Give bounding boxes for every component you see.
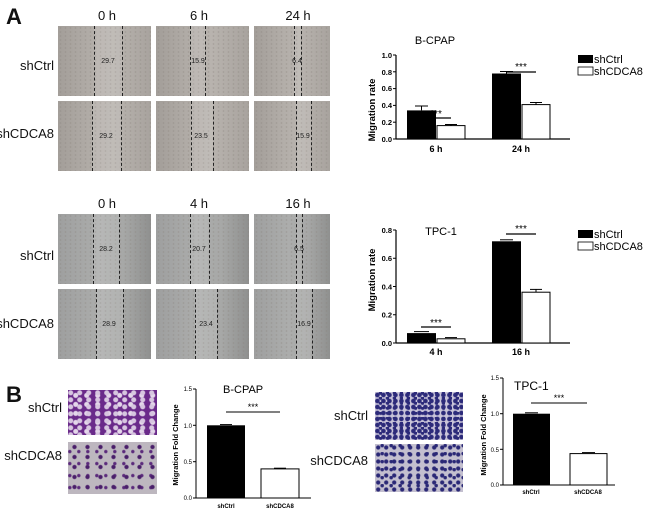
svg-text:0.4: 0.4 bbox=[382, 283, 393, 292]
scratch-image: 15.9 bbox=[156, 26, 249, 96]
time-header: 16 h bbox=[285, 196, 311, 211]
scratch-image: 6.4 bbox=[254, 26, 330, 96]
bar-chart-b-bcpap: Migration Fold Change B-CPAP 0.0 0.5 1.0… bbox=[171, 384, 311, 510]
bar-chart-a-tpc1: Migration rate TPC-1 0.0 0.2 0.4 0.6 0.8… bbox=[367, 224, 643, 355]
legend-swatch-shcdca8 bbox=[577, 66, 594, 76]
svg-text:0.8: 0.8 bbox=[382, 68, 392, 77]
svg-text:1.0: 1.0 bbox=[491, 412, 500, 418]
row-label: shCDCA8 bbox=[310, 453, 368, 468]
row-label: shCtrl bbox=[20, 248, 54, 263]
legend-swatch-shctrl bbox=[578, 55, 593, 63]
transwell-image bbox=[375, 392, 463, 440]
svg-text:1.0: 1.0 bbox=[184, 424, 193, 430]
legend: shCtrl shCDCA8 bbox=[577, 229, 643, 253]
chart-title: TPC-1 bbox=[514, 379, 549, 393]
scratch-image: 28.2 bbox=[58, 214, 151, 284]
legend-label-shctrl: shCtrl bbox=[594, 54, 623, 66]
time-header: 24 h bbox=[285, 8, 311, 23]
scratch-image: 28.9 bbox=[58, 289, 151, 359]
svg-text:24 h: 24 h bbox=[512, 144, 530, 154]
legend-label-shctrl: shCtrl bbox=[594, 229, 623, 241]
svg-text:6 h: 6 h bbox=[429, 144, 442, 154]
svg-text:16 h: 16 h bbox=[512, 347, 530, 355]
transwell-image bbox=[68, 442, 157, 494]
scratch-image: 23.5 bbox=[156, 101, 249, 171]
y-axis-label: Migration Fold Change bbox=[479, 394, 488, 475]
time-header: 0 h bbox=[97, 8, 117, 23]
row-label: shCtrl bbox=[28, 400, 62, 415]
svg-text:0.0: 0.0 bbox=[382, 339, 392, 348]
svg-text:0.0: 0.0 bbox=[491, 483, 500, 489]
legend: shCtrl shCDCA8 bbox=[577, 54, 643, 78]
legend-swatch-shcdca8 bbox=[577, 241, 594, 251]
row-label: shCDCA8 bbox=[0, 126, 54, 141]
svg-text:0.2: 0.2 bbox=[382, 311, 392, 320]
svg-text:0.8: 0.8 bbox=[382, 226, 392, 235]
chart-title: B-CPAP bbox=[223, 384, 263, 396]
time-header: 6 h bbox=[189, 8, 209, 23]
svg-text:0.2: 0.2 bbox=[382, 118, 392, 127]
panel-letter-b: B bbox=[6, 382, 22, 407]
svg-text:1.0: 1.0 bbox=[382, 51, 392, 60]
bar-chart-b-tpc1: Migration Fold Change TPC-1 0.0 0.5 1.0 … bbox=[479, 376, 615, 496]
panel-letter-a: A bbox=[6, 4, 22, 29]
scratch-image: 23.4 bbox=[156, 289, 249, 359]
scratch-image: 16.9 bbox=[254, 289, 330, 359]
svg-text:***: *** bbox=[515, 62, 527, 73]
svg-text:0.5: 0.5 bbox=[491, 448, 500, 454]
transwell-image bbox=[68, 390, 157, 435]
svg-text:1.5: 1.5 bbox=[491, 376, 500, 382]
time-header: 0 h bbox=[97, 196, 117, 211]
legend-swatch-shctrl bbox=[578, 230, 593, 238]
transwell-image bbox=[375, 444, 463, 492]
time-header: 4 h bbox=[189, 196, 209, 211]
svg-text:0.6: 0.6 bbox=[382, 84, 392, 93]
svg-text:0.5: 0.5 bbox=[184, 460, 193, 466]
y-axis-label: Migration rate bbox=[367, 249, 378, 312]
svg-text:shCDCA8: shCDCA8 bbox=[266, 504, 294, 510]
legend-label-shcdca8: shCDCA8 bbox=[594, 66, 643, 78]
bar-chart-a-bcpap: B-CPAP Migration rate 0.0 0.2 0.4 0.6 0.… bbox=[367, 35, 643, 154]
svg-text:0.0: 0.0 bbox=[382, 135, 392, 144]
svg-text:***: *** bbox=[430, 318, 442, 329]
legend-label-shcdca8: shCDCA8 bbox=[594, 241, 643, 253]
row-label: shCDCA8 bbox=[4, 448, 62, 463]
svg-text:0.6: 0.6 bbox=[382, 254, 392, 263]
scratch-image: 6.5 bbox=[254, 214, 330, 284]
y-axis-label: Migration rate bbox=[367, 79, 378, 142]
svg-text:***: *** bbox=[515, 224, 527, 235]
svg-text:shCtrl: shCtrl bbox=[522, 490, 540, 496]
y-axis-label: Migration Fold Change bbox=[171, 404, 180, 485]
svg-text:0.0: 0.0 bbox=[184, 496, 193, 502]
row-label: shCtrl bbox=[334, 408, 368, 423]
scratch-image: 20.7 bbox=[156, 214, 249, 284]
svg-text:***: *** bbox=[430, 109, 442, 120]
scratch-image: 29.2 bbox=[58, 101, 151, 171]
row-label: shCDCA8 bbox=[0, 316, 54, 331]
svg-text:shCDCA8: shCDCA8 bbox=[574, 490, 602, 496]
svg-text:shCtrl: shCtrl bbox=[217, 504, 235, 510]
svg-text:0.4: 0.4 bbox=[382, 101, 393, 110]
svg-text:***: *** bbox=[248, 402, 259, 412]
scratch-image: 29.7 bbox=[58, 26, 151, 96]
svg-text:1.5: 1.5 bbox=[184, 387, 193, 393]
scratch-image: 15.9 bbox=[254, 101, 330, 171]
chart-title: TPC-1 bbox=[425, 226, 457, 238]
svg-text:4 h: 4 h bbox=[429, 347, 442, 355]
svg-text:***: *** bbox=[554, 393, 565, 403]
row-label: shCtrl bbox=[20, 58, 54, 73]
chart-title: B-CPAP bbox=[415, 35, 455, 47]
